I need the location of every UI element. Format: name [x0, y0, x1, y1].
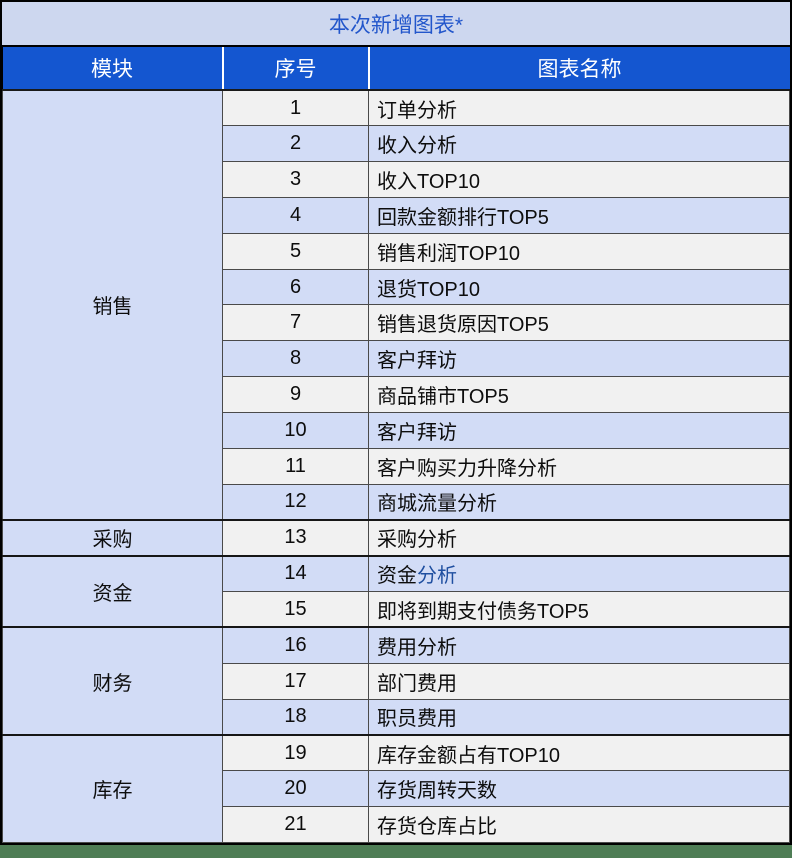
- column-header-module: 模块: [2, 47, 223, 91]
- table-row: 11 客户购买力升降分析: [3, 447, 790, 485]
- index-cell: 19: [222, 733, 369, 772]
- column-header-index: 序号: [221, 47, 369, 91]
- name-cell: 客户拜访: [368, 411, 790, 449]
- table-row: 资金 14 资金分析: [2, 554, 790, 628]
- name-part-blue: 分析: [417, 565, 457, 588]
- index-cell: 14: [222, 554, 369, 593]
- table-row: 9 商品铺市TOP5: [3, 376, 790, 413]
- index-cell: 2: [222, 125, 369, 163]
- table-row: 15 即将到期支付债务TOP5: [3, 591, 790, 628]
- index-cell: 21: [222, 806, 369, 843]
- table-row: 17 部门费用: [3, 662, 790, 700]
- index-cell: 11: [222, 447, 369, 485]
- table-row: 12 商城流量分析: [3, 483, 790, 521]
- index-cell: 12: [222, 483, 369, 521]
- module-cell-purchasing: 采购: [2, 518, 223, 557]
- table-row: 3 收入TOP10: [3, 161, 790, 198]
- index-cell: 9: [222, 376, 369, 413]
- index-cell: 4: [222, 196, 369, 234]
- module-cell-inventory: 库存: [2, 733, 223, 843]
- name-cell: 库存金额占有TOP10: [368, 733, 790, 772]
- name-cell: 订单分析: [368, 89, 790, 127]
- index-cell: 10: [222, 411, 369, 449]
- name-cell: 部门费用: [368, 662, 790, 700]
- table-row: 20 存货周转天数: [3, 770, 790, 808]
- name-cell: 收入分析: [368, 125, 790, 163]
- table-header: 模块 序号 图表名称: [2, 47, 790, 91]
- name-cell: 退货TOP10: [368, 268, 790, 306]
- name-cell: 客户购买力升降分析: [368, 447, 790, 485]
- name-cell: 存货周转天数: [368, 770, 790, 808]
- table-row: 销售 1 订单分析: [2, 89, 790, 521]
- table-row: 6 退货TOP10: [3, 268, 790, 306]
- table-row: 采购 13 采购分析: [2, 518, 790, 557]
- index-cell: 15: [222, 591, 369, 628]
- header-row: 模块 序号 图表名称: [2, 47, 790, 91]
- name-part-black: 资金: [377, 565, 417, 588]
- bottom-green-bar: [0, 843, 792, 858]
- table-row: 财务 16 费用分析: [2, 626, 790, 736]
- name-cell: 即将到期支付债务TOP5: [368, 591, 790, 628]
- index-cell: 7: [222, 304, 369, 342]
- table-body: 销售 1 订单分析 2 收入分析 3 收入TOP10 4 回款金额排行TOP5: [2, 89, 790, 843]
- table-row: 5 销售利润TOP10: [3, 232, 790, 270]
- table-row: 库存 19 库存金额占有TOP10: [2, 733, 790, 843]
- module-cell-sales: 销售: [2, 89, 223, 521]
- name-cell: 销售退货原因TOP5: [368, 304, 790, 342]
- module-cell-funds: 资金: [2, 554, 223, 628]
- name-cell: 销售利润TOP10: [368, 232, 790, 270]
- name-cell: 回款金额排行TOP5: [368, 196, 790, 234]
- name-cell: 商品铺市TOP5: [368, 376, 790, 413]
- name-cell: 客户拜访: [368, 340, 790, 378]
- index-cell: 8: [222, 340, 369, 378]
- index-cell: 17: [222, 662, 369, 700]
- table-row: 21 存货仓库占比: [3, 806, 790, 843]
- table-row: 18 职员费用: [3, 698, 790, 736]
- index-cell: 1: [222, 89, 369, 127]
- index-cell: 16: [222, 626, 369, 664]
- table-row: 2 收入分析: [3, 125, 790, 163]
- index-cell: 3: [222, 161, 369, 198]
- name-cell: 收入TOP10: [368, 161, 790, 198]
- table-row: 10 客户拜访: [3, 411, 790, 449]
- new-charts-table: 模块 序号 图表名称 销售 1 订单分析 2 收入分析 3 收入TOP10: [2, 47, 790, 843]
- column-header-name: 图表名称: [367, 47, 790, 91]
- index-cell: 20: [222, 770, 369, 808]
- name-cell: 存货仓库占比: [368, 806, 790, 843]
- index-cell: 13: [222, 518, 369, 557]
- module-cell-finance: 财务: [2, 626, 223, 736]
- name-cell: 职员费用: [368, 698, 790, 736]
- name-cell: 商城流量分析: [368, 483, 790, 521]
- index-cell: 5: [222, 232, 369, 270]
- table-row: 8 客户拜访: [3, 340, 790, 378]
- table-title: 本次新增图表*: [2, 2, 790, 47]
- name-cell: 采购分析: [368, 518, 790, 557]
- index-cell: 6: [222, 268, 369, 306]
- name-cell: 费用分析: [368, 626, 790, 664]
- name-cell: 资金分析: [368, 554, 790, 593]
- index-cell: 18: [222, 698, 369, 736]
